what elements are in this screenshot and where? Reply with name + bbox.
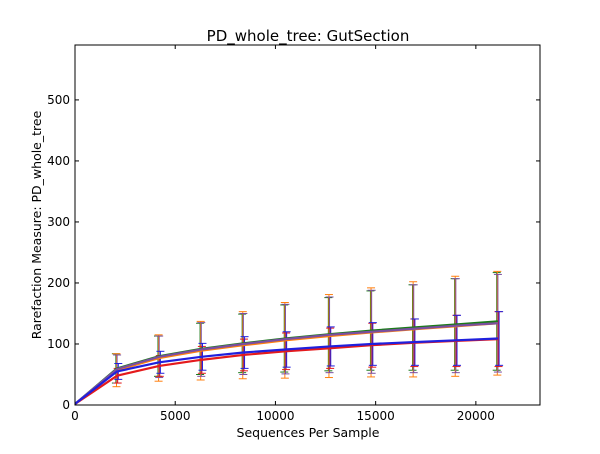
x-axis-label: Sequences Per Sample — [237, 425, 380, 440]
series-2-error-bars — [113, 273, 502, 384]
plot-frame — [74, 44, 541, 406]
y-tick-label: 100 — [47, 337, 70, 351]
series-4-line — [74, 337, 498, 405]
series-1-error-bars — [112, 270, 502, 388]
y-axis-label: Rarefaction Measure: PD_whole_tree — [29, 110, 44, 339]
y-tick-label: 300 — [47, 215, 70, 229]
series-2-line — [74, 322, 498, 405]
y-tick-label: 400 — [47, 154, 70, 168]
x-tick-label: 10000 — [256, 409, 294, 423]
chart-title: PD_whole_tree: GutSection — [207, 27, 410, 46]
x-tick-label: 0 — [71, 409, 79, 423]
x-tick-label: 15000 — [357, 409, 395, 423]
y-tick-label: 500 — [47, 93, 70, 107]
y-tick-label: 0 — [62, 398, 70, 412]
y-tick-label: 200 — [47, 276, 70, 290]
series-layer — [74, 270, 504, 405]
x-tick-label: 20000 — [457, 409, 495, 423]
x-tick-label: 5000 — [160, 409, 191, 423]
axis-ticks: 0 5000 10000 15000 20000 0 100 200 300 400 500 — [47, 45, 540, 423]
series-4-error-bars — [114, 311, 504, 380]
